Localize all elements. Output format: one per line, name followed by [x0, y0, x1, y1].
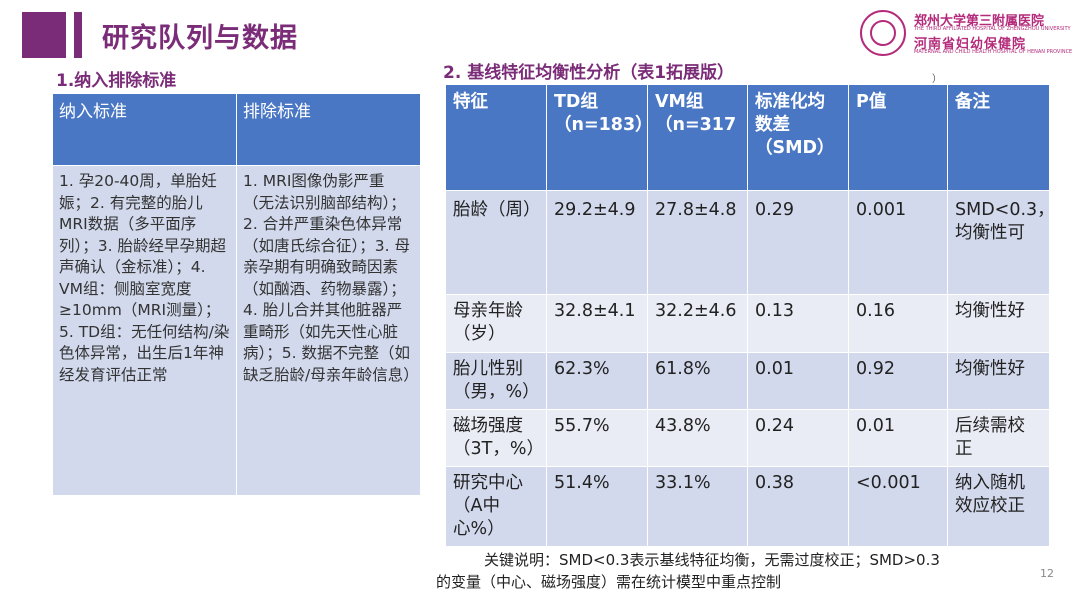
cell-smd: 0.38 [747, 466, 849, 547]
col-header-feature: 特征 [445, 84, 547, 191]
cell-feature: 胎龄（周） [445, 190, 547, 295]
baseline-header-row: 特征 TD组（n=183） VM组（n=317 标准化均数差（SMD） P值 备… [445, 84, 1050, 191]
cell-feature: 母亲年龄（岁） [445, 294, 547, 353]
key-note-line1: 关键说明：SMD<0.3表示基线特征均衡，无需过度校正；SMD>0.3 [484, 551, 940, 569]
cell-p: 0.16 [848, 294, 948, 353]
col-header-p: P值 [848, 84, 948, 191]
key-note-line2: 的变量（中心、磁场强度）需在统计模型中重点控制 [436, 573, 782, 591]
baseline-table: 特征 TD组（n=183） VM组（n=317 标准化均数差（SMD） P值 备… [445, 84, 1055, 547]
title-accent-block [22, 12, 66, 58]
logo-name2-en: MATERNAL AND CHILD HEALTH HOSPITAL OF HE… [914, 49, 1073, 55]
hospital-logo: 郑州大学第三附属医院 THE THIRD AFFILIATED HOSPITAL… [860, 10, 1073, 56]
cell-feature: 磁场强度（3T，%） [445, 409, 547, 467]
exclusion-header: 排除标准 [236, 93, 421, 166]
section2-heading: 2. 基线特征均衡性分析（表1拓展版） [443, 63, 735, 83]
col-header-vm: VM组（n=317 [647, 84, 748, 191]
table-row: 胎儿性别（男，%） 62.3% 61.8% 0.01 0.92 均衡性好 [445, 352, 1050, 410]
cell-vm: 32.2±4.6 [647, 294, 748, 353]
col-header-note: 备注 [947, 84, 1050, 191]
cell-note: 均衡性好 [947, 352, 1050, 410]
logo-name-cn: 郑州大学第三附属医院 [914, 14, 1045, 29]
col-header-smd: 标准化均数差（SMD） [747, 84, 849, 191]
exclusion-criteria: 1. MRI图像伪影严重（无法识别脑部结构）；2. 合并严重染色体异常（如唐氏综… [236, 165, 421, 496]
cell-vm: 61.8% [647, 352, 748, 410]
cell-smd: 0.24 [747, 409, 849, 467]
cell-feature: 胎儿性别（男，%） [445, 352, 547, 410]
cell-smd: 0.29 [747, 190, 849, 295]
cell-vm: 33.1% [647, 466, 748, 547]
table-row: 胎龄（周） 29.2±4.9 27.8±4.8 0.29 0.001 SMD<0… [445, 190, 1055, 295]
criteria-table: 纳入标准 排除标准 1. 孕20-40周，单胎妊娠；2. 有完整的胎儿MRI数据… [52, 93, 421, 496]
section1-heading: 1.纳入排除标准 [56, 71, 177, 91]
cell-note: 纳入随机效应校正 [947, 466, 1050, 547]
cell-td: 51.4% [546, 466, 648, 547]
logo-name2-cn: 河南省妇幼保健院 [914, 37, 1027, 52]
table-row: 磁场强度（3T，%） 55.7% 43.8% 0.24 0.01 后续需校正 [445, 409, 1050, 467]
cell-td: 62.3% [546, 352, 648, 410]
page-title: 研究队列与数据 [102, 23, 298, 54]
hospital-seal-icon [860, 10, 906, 56]
cell-td: 29.2±4.9 [546, 190, 648, 295]
cell-smd: 0.13 [747, 294, 849, 353]
cell-feature: 研究中心（A中心%） [445, 466, 547, 547]
cell-p: 0.01 [848, 409, 948, 467]
cell-smd: 0.01 [747, 352, 849, 410]
col-header-td: TD组（n=183） [546, 84, 653, 191]
inclusion-criteria: 1. 孕20-40周，单胎妊娠；2. 有完整的胎儿MRI数据（多平面序列）；3.… [52, 165, 237, 496]
cell-td: 32.8±4.1 [546, 294, 648, 353]
cell-p: <0.001 [848, 466, 948, 547]
table-row: 母亲年龄（岁） 32.8±4.1 32.2±4.6 0.13 0.16 均衡性好 [445, 294, 1050, 353]
cell-vm: 43.8% [647, 409, 748, 467]
key-note: 关键说明：SMD<0.3表示基线特征均衡，无需过度校正；SMD>0.3 的变量（… [436, 549, 1036, 593]
page-number: 12 [1040, 567, 1054, 580]
table-row: 研究中心（A中心%） 51.4% 33.1% 0.38 <0.001 纳入随机效… [445, 466, 1050, 547]
cell-p: 0.001 [848, 190, 948, 295]
cell-note: 均衡性好 [947, 294, 1050, 353]
cell-td: 55.7% [546, 409, 648, 467]
logo-name-en: THE THIRD AFFILIATED HOSPITAL OF ZHENGZH… [914, 26, 1071, 32]
cell-note: 后续需校正 [947, 409, 1050, 467]
cell-p: 0.92 [848, 352, 948, 410]
title-accent-bar [74, 12, 82, 58]
stray-mark: ） [932, 74, 942, 85]
inclusion-header: 纳入标准 [52, 93, 237, 166]
cell-note: SMD<0.3，均衡性可 [947, 190, 1055, 295]
cell-vm: 27.8±4.8 [647, 190, 748, 295]
